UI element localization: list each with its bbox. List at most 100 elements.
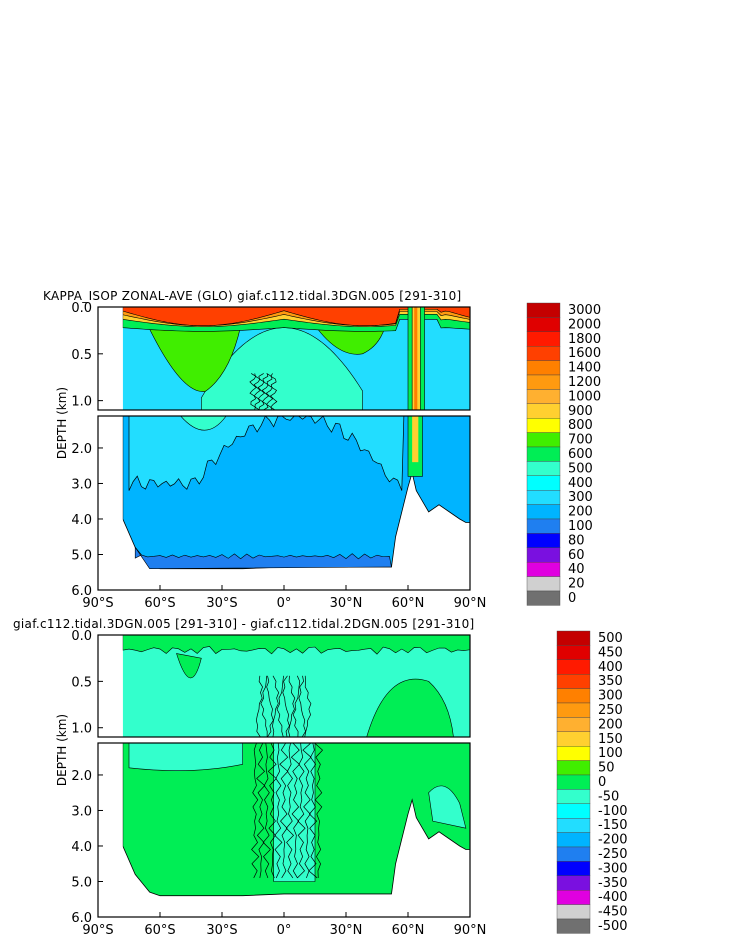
diff-south-lobe bbox=[176, 653, 202, 679]
colorbar-swatch bbox=[526, 475, 561, 491]
colorbar-label: 350 bbox=[598, 674, 623, 689]
land-south bbox=[98, 307, 123, 410]
colorbar-swatch bbox=[526, 302, 561, 318]
colorbar-label: 1800 bbox=[568, 332, 601, 347]
colorbar-label: 600 bbox=[568, 447, 593, 462]
colorbar-label: 1400 bbox=[568, 361, 601, 376]
colorbar-label: 800 bbox=[568, 418, 593, 433]
colorbar-label: 0 bbox=[568, 591, 576, 606]
colorbar-label: -350 bbox=[598, 876, 628, 891]
ylabel: DEPTH (km) bbox=[55, 387, 69, 459]
colorbar-label: 50 bbox=[598, 761, 615, 776]
colorbar-swatch bbox=[526, 533, 561, 549]
xtick-label: 90°S bbox=[82, 596, 113, 611]
colorbar-label: 200 bbox=[568, 505, 593, 520]
noise-contour bbox=[261, 373, 270, 410]
colorbar-label: 1600 bbox=[568, 346, 601, 361]
diff-deep-noise bbox=[262, 743, 271, 879]
diff-noise bbox=[282, 675, 290, 737]
diff-deep-noise bbox=[308, 743, 318, 879]
colorbar-label: 1000 bbox=[568, 389, 601, 404]
colorbar-swatch bbox=[556, 818, 591, 833]
ytick-label: 4.0 bbox=[71, 513, 92, 528]
colorbar-label: 900 bbox=[568, 404, 593, 419]
land-south-deep bbox=[98, 743, 123, 917]
colorbar-label: 100 bbox=[598, 746, 623, 761]
panel1-title: KAPPA_ISOP ZONAL-AVE (GLO) giaf.c112.tid… bbox=[43, 289, 462, 303]
colorbar-swatch bbox=[526, 389, 561, 404]
ytick-label: 5.0 bbox=[71, 548, 92, 563]
diff-deep-noise bbox=[297, 743, 306, 879]
colorbar-label: -300 bbox=[598, 861, 628, 876]
diff-deep-noise bbox=[274, 743, 283, 879]
colorbar-label: -150 bbox=[598, 818, 628, 833]
colorbar-swatch bbox=[526, 346, 561, 361]
diff-deep-noise bbox=[267, 743, 277, 879]
ytick-label: 1.0 bbox=[71, 395, 92, 410]
colorbar-label: 150 bbox=[598, 732, 623, 747]
noise-contour bbox=[253, 373, 261, 410]
colorbar-label: 300 bbox=[568, 490, 593, 505]
xtick-label: 90°N bbox=[454, 596, 487, 611]
diff-noise bbox=[304, 675, 312, 737]
bottom-layer bbox=[134, 546, 392, 569]
ytick-label: 0.5 bbox=[71, 348, 92, 363]
colorbar-swatch bbox=[556, 789, 591, 805]
upper-frame bbox=[97, 306, 471, 411]
colorbar-swatch bbox=[526, 403, 561, 419]
diff-deep-noise bbox=[285, 743, 295, 879]
panel2-chart: 0.0 0.5 1.0 2.0 3.0 4.0 5.0 6.0 DEPTH (km) 90°S 60… bbox=[55, 629, 628, 938]
plume-yellow-deep bbox=[412, 416, 419, 463]
land-south bbox=[98, 635, 123, 737]
diff-noise bbox=[276, 675, 284, 737]
ytick-label: 1.0 bbox=[71, 722, 92, 737]
ytick-label: 6.0 bbox=[71, 584, 92, 599]
colorbar-swatch bbox=[526, 432, 561, 448]
colorbar-swatch bbox=[526, 490, 561, 505]
colorbar-label: 300 bbox=[598, 689, 623, 704]
colorbar-label: 500 bbox=[568, 461, 593, 476]
noise-contour bbox=[265, 373, 274, 410]
xtick-label: 30°N bbox=[330, 596, 363, 611]
colorbar-swatch bbox=[526, 562, 561, 577]
upper-frame bbox=[97, 634, 471, 738]
colorbar-label: -500 bbox=[598, 919, 628, 934]
colorbar-swatch bbox=[556, 846, 591, 862]
colorbar-swatch bbox=[556, 702, 591, 718]
diff-noise bbox=[272, 675, 280, 737]
ytick-label: 4.0 bbox=[71, 840, 92, 855]
colorbar-label: 1200 bbox=[568, 375, 601, 390]
diff-north-cyan bbox=[428, 785, 467, 829]
colorbar-swatch bbox=[526, 374, 561, 390]
ytick-label: 3.0 bbox=[71, 804, 92, 819]
colorbar-label: 400 bbox=[598, 660, 623, 675]
colorbar-label: 500 bbox=[598, 631, 623, 646]
colorbar-swatch bbox=[526, 461, 561, 476]
diff-deep-noise bbox=[279, 743, 289, 879]
colorbar-label: 250 bbox=[598, 703, 623, 718]
ytick-label: 5.0 bbox=[71, 875, 92, 890]
colorbar-swatch bbox=[556, 760, 591, 776]
diff-upper-cyan bbox=[128, 743, 243, 771]
diff-deep-noise bbox=[302, 743, 312, 879]
xtick-label: 60°S bbox=[144, 596, 175, 611]
colorbar-label: 20 bbox=[568, 577, 585, 592]
upper-deep-layer bbox=[128, 416, 405, 491]
colorbar-label: 40 bbox=[568, 562, 585, 577]
colorbar-swatch bbox=[556, 803, 591, 819]
colorbar-swatch bbox=[556, 904, 591, 920]
xtick-label: 0° bbox=[277, 596, 292, 611]
colorbar-swatch bbox=[526, 331, 561, 347]
colorbar-label: 400 bbox=[568, 476, 593, 491]
ytick-label: 2.0 bbox=[71, 442, 92, 457]
xtick-label: 60°N bbox=[392, 596, 425, 611]
colorbar-label: -250 bbox=[598, 847, 628, 862]
colorbar-label: -100 bbox=[598, 804, 628, 819]
xtick-label: 90°S bbox=[82, 923, 113, 938]
colorbar-label: 2000 bbox=[568, 317, 601, 332]
colorbar-swatch bbox=[556, 890, 591, 905]
lower-field bbox=[98, 416, 470, 590]
colorbar-label: 80 bbox=[568, 533, 585, 548]
colorbar-swatch bbox=[556, 659, 591, 675]
xtick-label: 30°S bbox=[206, 596, 237, 611]
